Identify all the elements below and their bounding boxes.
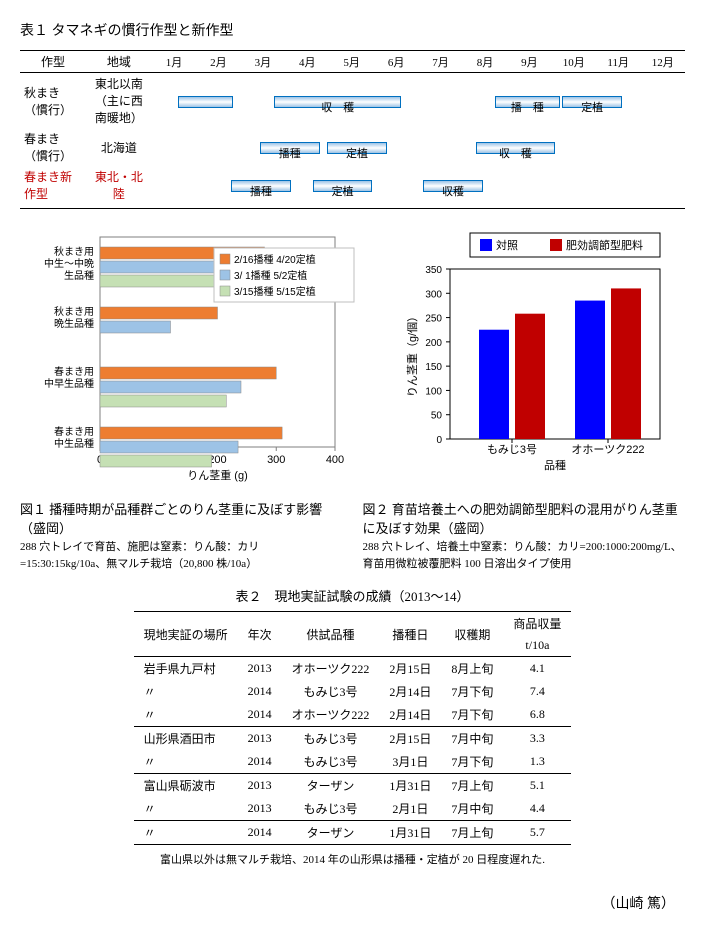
table2: 現地実証の場所年次供試品種播種日収穫期商品収量t/10a 岩手県九戸村2013オ…: [134, 611, 572, 845]
table1: 作型地域1月2月3月4月5月6月7月8月9月10月11月12月 秋まき（慣行）東…: [20, 50, 685, 209]
svg-text:春まき用: 春まき用: [54, 426, 94, 438]
table2-title: 表２ 現地実証試験の成績（2013～14）: [60, 586, 645, 605]
fig2-title: 図２ 育苗培養土への肥効調節型肥料の混用がりん茎重に及ぼす効果（盛岡）: [363, 499, 686, 537]
svg-text:対照: 対照: [496, 238, 518, 252]
svg-text:春まき用: 春まき用: [54, 366, 94, 378]
chart2: 対照 肥効調節型肥料 0 50 100 150 200 250 300 350 りん茎重（g/個） も…: [400, 229, 680, 479]
svg-text:400: 400: [326, 454, 344, 466]
svg-text:50: 50: [431, 411, 443, 422]
fig1-note: 288 穴トレイで育苗、施肥は窒素：りん酸：カリ=15:30:15kg/10a、…: [20, 539, 343, 572]
svg-text:100: 100: [425, 386, 442, 397]
svg-text:200: 200: [425, 338, 442, 349]
svg-text:350: 350: [425, 265, 442, 276]
table2-note: 富山県以外は無マルチ栽培、2014 年の山形県は播種・定植が 20 日程度遅れた…: [60, 851, 645, 867]
svg-text:肥効調節型肥料: 肥効調節型肥料: [566, 238, 643, 252]
svg-text:300: 300: [267, 454, 285, 466]
table2-wrap: 表２ 現地実証試験の成績（2013～14） 現地実証の場所年次供試品種播種日収穫…: [60, 586, 645, 867]
svg-text:生品種: 生品種: [64, 269, 94, 282]
fig2-note: 288 穴トレイ、培養土中窒素：りん酸：カリ=200:1000:200mg/L、…: [363, 539, 686, 572]
svg-text:りん茎重 (g): りん茎重 (g): [187, 468, 248, 482]
svg-text:中生品種: 中生品種: [54, 437, 94, 450]
svg-text:品種: 品種: [544, 458, 566, 472]
charts-row: 0100200300400りん茎重 (g)秋まき用中生～中晩生品種秋まき用晩生品…: [20, 229, 685, 489]
figure-captions: 図１ 播種時期が品種群ごとのりん茎重に及ぼす影響（盛岡） 288 穴トレイで育苗…: [20, 497, 685, 572]
svg-text:2/16播種 4/20定植: 2/16播種 4/20定植: [234, 253, 316, 266]
svg-text:150: 150: [425, 362, 442, 373]
svg-text:3/15播種 5/15定植: 3/15播種 5/15定植: [234, 285, 316, 298]
svg-text:250: 250: [425, 314, 442, 325]
svg-text:3/ 1播種 5/2定植: 3/ 1播種 5/2定植: [234, 269, 307, 282]
svg-text:中生～中晩: 中生～中晩: [44, 257, 94, 270]
svg-text:もみじ3号: もみじ3号: [487, 443, 537, 456]
author: （山崎 篤）: [20, 893, 675, 913]
svg-text:晩生品種: 晩生品種: [54, 317, 94, 330]
svg-text:中早生品種: 中早生品種: [44, 377, 94, 390]
svg-text:秋まき用: 秋まき用: [54, 245, 94, 258]
svg-text:オホーツク222: オホーツク222: [571, 443, 644, 456]
chart1: 0100200300400りん茎重 (g)秋まき用中生～中晩生品種秋まき用晩生品…: [20, 229, 380, 489]
table1-title: 表１ タマネギの慣行作型と新作型: [20, 20, 685, 40]
svg-text:300: 300: [425, 289, 442, 300]
svg-text:0: 0: [436, 435, 442, 446]
svg-text:秋まき用: 秋まき用: [54, 305, 94, 318]
fig1-title: 図１ 播種時期が品種群ごとのりん茎重に及ぼす影響（盛岡）: [20, 499, 343, 537]
svg-text:りん茎重（g/個）: りん茎重（g/個）: [405, 311, 419, 397]
